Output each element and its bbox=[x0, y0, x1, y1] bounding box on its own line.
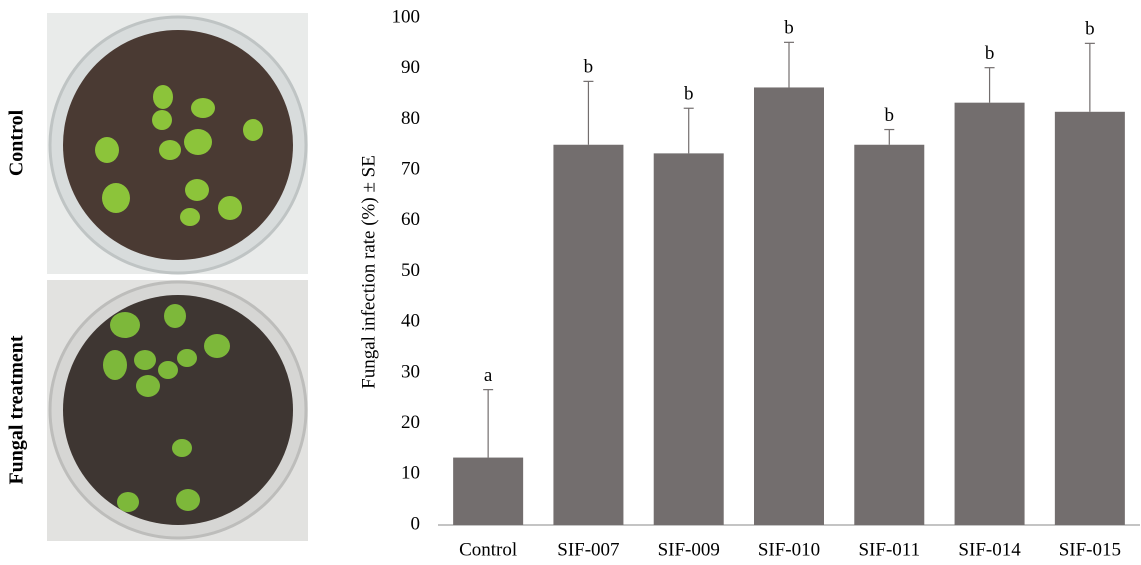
y-tick-label: 40 bbox=[401, 311, 420, 332]
y-tick-label: 50 bbox=[401, 260, 420, 281]
x-tick-label: Control bbox=[459, 539, 517, 560]
page: {"panels": {"labels": ["Control", "Funga… bbox=[0, 0, 1141, 565]
bar bbox=[553, 145, 623, 525]
significance-letter: b bbox=[584, 57, 594, 78]
photo-bottom bbox=[47, 280, 308, 541]
y-tick-label: 60 bbox=[401, 209, 420, 230]
soil bbox=[63, 295, 293, 525]
error-bar bbox=[884, 130, 894, 145]
error-bar bbox=[784, 42, 794, 87]
bar bbox=[754, 87, 824, 525]
y-tick-label: 30 bbox=[401, 361, 420, 382]
x-tick-label: SIF-009 bbox=[658, 539, 720, 560]
bar bbox=[1055, 112, 1125, 525]
x-tick-label: SIF-010 bbox=[758, 539, 820, 560]
x-tick-label: SIF-015 bbox=[1059, 539, 1121, 560]
significance-letter: b bbox=[684, 84, 694, 105]
significance-letter: b bbox=[1085, 19, 1095, 40]
y-tick-label: 70 bbox=[401, 158, 420, 179]
x-tick-label: SIF-014 bbox=[958, 539, 1021, 560]
bar bbox=[453, 458, 523, 525]
bar bbox=[955, 103, 1025, 525]
significance-letter: b bbox=[985, 43, 995, 64]
bar bbox=[654, 153, 724, 525]
significance-letter: b bbox=[784, 18, 794, 39]
photo-label: Fungal treatment bbox=[6, 335, 28, 484]
photo-label: Control bbox=[6, 109, 28, 176]
error-bar bbox=[985, 68, 995, 103]
x-tick-label: SIF-007 bbox=[557, 539, 619, 560]
figure: Control Fungal treatment Fungal infectio… bbox=[0, 0, 1141, 565]
y-tick-label: 100 bbox=[392, 6, 421, 27]
x-tick-label: SIF-011 bbox=[858, 539, 920, 560]
error-bar bbox=[483, 390, 493, 458]
y-tick-label: 80 bbox=[401, 108, 420, 129]
y-tick-label: 0 bbox=[411, 513, 421, 534]
significance-letter: b bbox=[885, 105, 895, 126]
error-bar bbox=[684, 108, 694, 153]
y-tick-label: 90 bbox=[401, 57, 420, 78]
y-axis-label: Fungal infection rate (%) ± SE bbox=[358, 155, 379, 389]
y-tick-label: 10 bbox=[401, 463, 420, 484]
photo-top bbox=[47, 13, 308, 274]
significance-letter: a bbox=[484, 365, 493, 386]
y-tick-label: 20 bbox=[401, 412, 420, 433]
error-bar bbox=[583, 81, 593, 144]
error-bar bbox=[1085, 43, 1095, 111]
bar bbox=[854, 145, 924, 525]
